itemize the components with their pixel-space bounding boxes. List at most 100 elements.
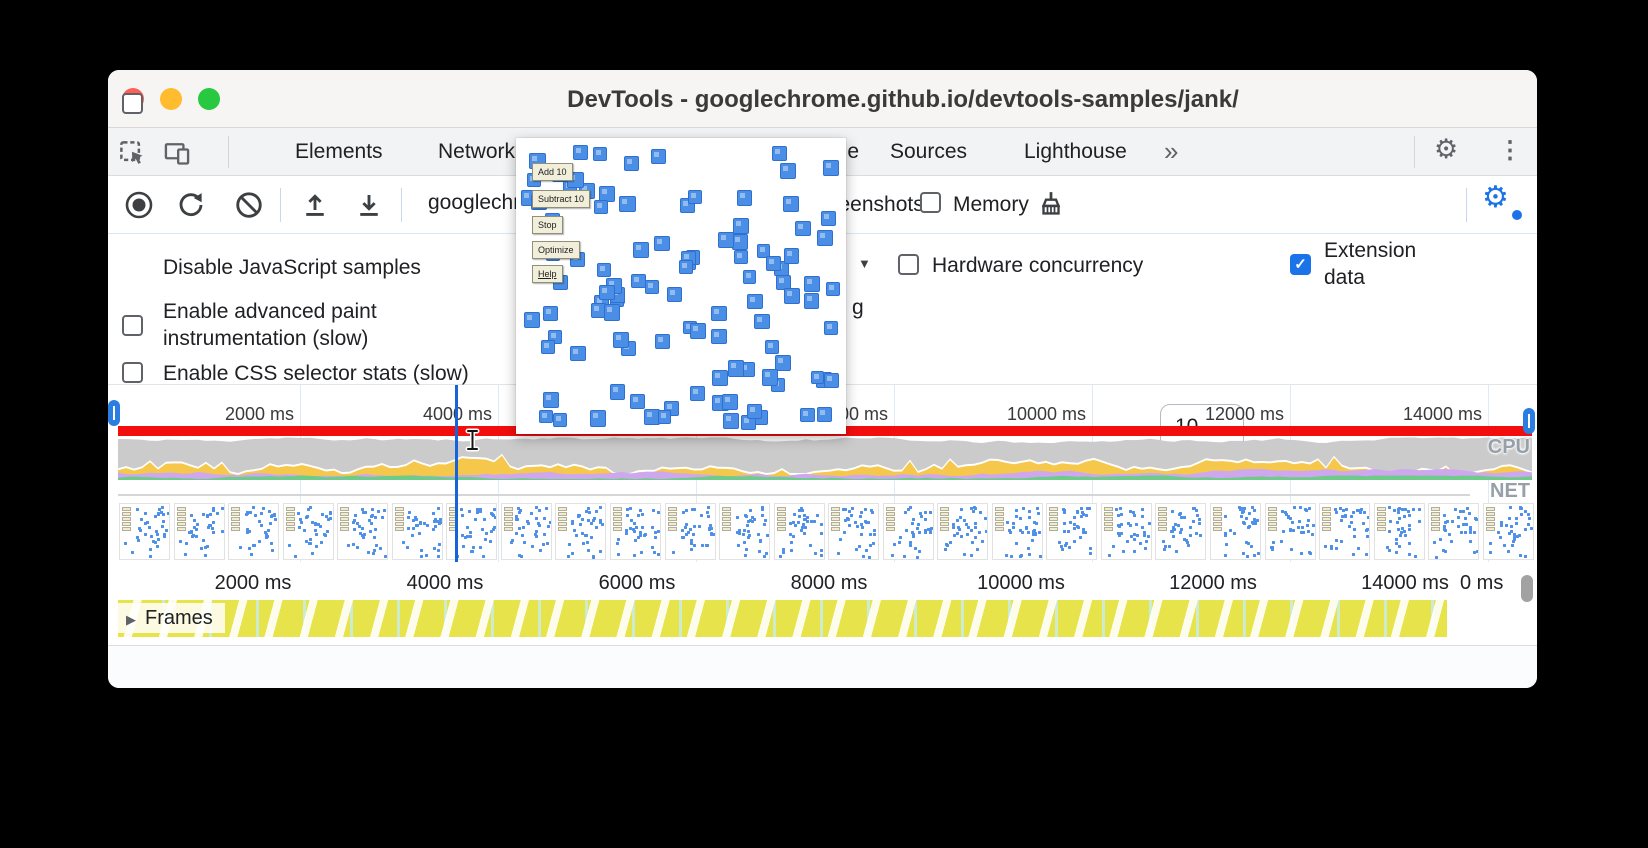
blue-square [542,305,558,321]
vertical-scrollbar-thumb[interactable] [1521,575,1533,602]
blue-square [783,195,799,212]
blue-square [572,144,588,160]
blue-square [689,385,705,401]
css-stats-checkbox[interactable] [122,362,143,383]
filmstrip-thumbnail[interactable] [555,503,607,560]
capture-settings-gear-icon[interactable]: ⚙ [1482,181,1509,214]
hardware-concurrency-checkbox[interactable] [898,254,919,275]
overview-right-handle[interactable] [1523,408,1535,434]
extension-data-checkbox[interactable]: ✓ [1290,254,1311,275]
ruler-label: 10000 ms [1006,404,1086,424]
filmstrip-thumbnail[interactable] [773,503,825,560]
blue-square [667,286,683,303]
filmstrip-thumbnail[interactable] [500,503,552,560]
net-track-label: NET [1490,480,1530,502]
filmstrip-thumbnail[interactable] [609,503,661,560]
divider [228,136,229,168]
filmstrip-thumbnail[interactable] [1373,503,1425,560]
blue-square [629,394,645,410]
download-icon[interactable] [354,190,384,220]
blue-square [603,304,620,321]
blue-square [747,294,763,310]
axis-label: 4000 ms [406,572,484,594]
tab-lighthouse[interactable]: Lighthouse [1024,140,1127,163]
zoom-button[interactable] [198,88,220,110]
filmstrip-thumbnail[interactable] [1155,503,1207,560]
frames-track-header[interactable]: ▶ Frames [118,603,225,633]
record-icon[interactable] [124,190,154,220]
cpu-overview-chart [118,437,1532,480]
filmstrip-thumbnail[interactable] [828,503,880,560]
blue-square [650,149,666,165]
blue-square [644,279,659,294]
device-toolbar-icon[interactable] [163,139,191,172]
more-tabs-chevron-icon[interactable]: » [1164,136,1179,166]
blue-square [597,263,612,278]
blue-square [731,233,748,250]
popup-button-add-10: Add 10 [532,163,573,181]
window-title: DevTools - googlechrome.github.io/devtoo… [567,86,1239,113]
popup-button-subtract-10: Subtract 10 [532,190,591,208]
filmstrip-thumbnail[interactable] [719,503,771,560]
filmstrip-thumbnail[interactable] [119,503,170,560]
divider [401,188,402,222]
axis-edge-label: 0 ms [1460,572,1504,594]
blue-square [619,195,636,213]
filmstrip-thumbnail[interactable] [282,503,334,560]
ruler-label: 14000 ms [1402,404,1482,424]
reload-icon[interactable] [176,190,206,220]
disable-js-checkbox[interactable] [122,93,143,114]
blue-square [540,339,556,355]
filmstrip-thumbnail[interactable] [1428,503,1480,560]
frames-track[interactable] [118,600,1447,637]
tab-elements[interactable]: Elements [295,140,383,163]
filmstrip-thumbnail[interactable] [991,503,1043,560]
collect-garbage-icon[interactable] [1036,189,1066,219]
blue-square [780,162,796,179]
upload-icon[interactable] [300,190,330,220]
blue-square [712,369,729,386]
filmstrip-thumbnail[interactable] [1319,503,1371,560]
blue-square [772,145,788,161]
ruler-label: 4000 ms [422,404,492,424]
blue-square [613,332,630,348]
blue-square [593,199,608,214]
filmstrip-thumbnail[interactable] [228,503,280,560]
blue-square [803,293,820,309]
net-activity-line [118,494,1470,496]
advanced-paint-checkbox[interactable] [122,315,143,336]
inspect-icon[interactable] [117,138,147,173]
filmstrip-thumbnail[interactable] [446,503,498,560]
blue-square [539,409,553,424]
tab-network[interactable]: Network [438,140,516,163]
blue-square [711,305,728,322]
settings-gear-icon[interactable]: ⚙ [1434,134,1459,164]
blue-square [654,333,670,349]
filmstrip-thumbnail[interactable] [1210,503,1261,560]
filmstrip-thumbnail[interactable] [937,503,989,560]
clear-icon[interactable] [234,190,264,220]
filmstrip-thumbnail[interactable] [391,503,443,560]
blue-square [737,190,753,206]
timeline-playhead[interactable] [455,385,458,562]
minimize-button[interactable] [160,88,182,110]
blue-square [823,372,839,388]
blue-square [631,273,646,288]
overview-left-handle[interactable] [108,400,120,426]
ruler-label: 2000 ms [224,404,294,424]
filmstrip-thumbnail[interactable] [1264,503,1316,560]
filmstrip-thumbnail[interactable] [882,503,934,560]
axis-label: 2000 ms [214,572,292,594]
blue-square [590,302,606,318]
filmstrip-thumbnail[interactable] [173,503,225,560]
chevron-down-icon[interactable]: ▼ [858,256,871,271]
kebab-menu-icon[interactable]: ⋮ [1498,137,1522,164]
filmstrip-thumbnail[interactable] [1482,503,1534,560]
memory-checkbox[interactable] [920,192,941,213]
filmstrip-thumbnail[interactable] [664,503,716,560]
tab-sources[interactable]: Sources [890,140,968,163]
filmstrip-thumbnail[interactable] [1100,503,1152,560]
blue-square [542,392,559,409]
filmstrip-thumbnail[interactable] [1046,503,1098,560]
filmstrip-thumbnail[interactable] [337,503,389,560]
